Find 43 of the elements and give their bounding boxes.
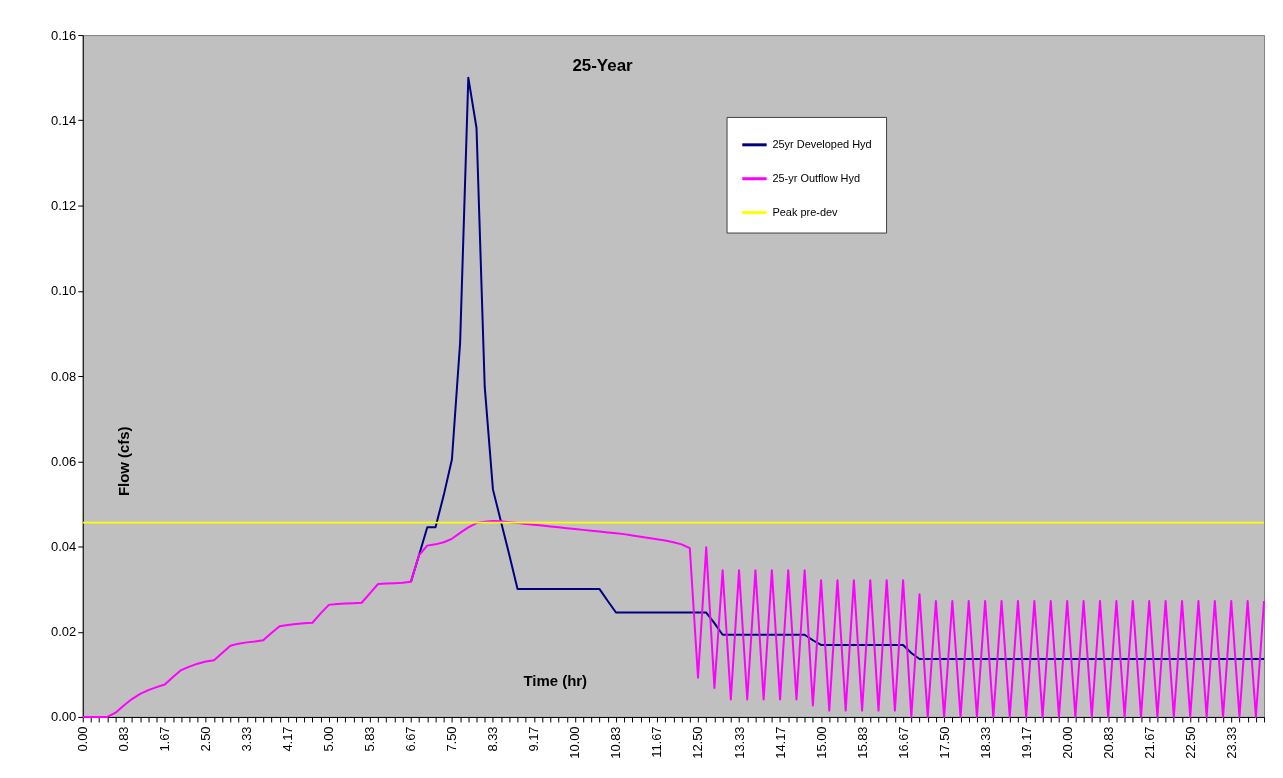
x-tick-label: 3.33 [239,726,255,752]
x-tick-label: 8.33 [485,726,501,752]
x-tick-label: 14.17 [772,726,788,759]
legend-label: 25-yr Outflow Hyd [772,171,861,184]
x-tick-label: 15.00 [813,726,829,759]
x-tick-label: 5.83 [362,726,378,752]
x-tick-label: 16.67 [895,726,911,759]
x-tick-label: 19.17 [1018,726,1034,759]
x-tick-label: 20.00 [1059,726,1075,759]
x-tick-label: 2.50 [198,726,214,752]
legend-label: 25yr Developed Hyd [772,137,872,150]
y-tick-label: 0.04 [51,538,77,554]
y-tick-label: 0.08 [51,368,77,384]
x-axis-title: Time (hr) [523,672,588,690]
x-tick-label: 1.67 [157,726,173,752]
y-tick-label: 0.00 [51,709,77,725]
y-tick-label: 0.06 [51,453,77,469]
x-tick-label: 6.67 [403,726,419,752]
x-tick-label: 10.00 [567,726,583,759]
y-tick-label: 0.02 [51,624,77,640]
y-tick-label: 0.14 [51,112,77,128]
x-tick-label: 20.83 [1100,726,1116,759]
x-tick-label: 5.00 [321,726,337,752]
x-tick-label: 23.33 [1223,726,1239,759]
x-tick-label: 4.17 [280,726,296,752]
y-axis-title: Flow (cfs) [115,426,133,497]
x-tick-label: 17.50 [936,726,952,759]
y-tick-label: 0.10 [51,283,77,299]
y-tick-label: 0.16 [51,27,77,43]
x-tick-label: 15.83 [854,726,870,759]
x-tick-label: 12.50 [690,726,706,759]
x-tick-label: 7.50 [444,726,460,752]
x-tick-label: 21.67 [1141,726,1157,759]
x-tick-label: 0.83 [116,726,132,752]
x-tick-label: 10.83 [608,726,624,759]
x-tick-label: 13.33 [731,726,747,759]
x-tick-label: 9.17 [526,726,542,752]
legend-label: Peak pre-dev [772,205,839,218]
y-tick-label: 0.12 [51,198,77,214]
text: 25-Year [572,55,634,75]
x-tick-label: 11.67 [649,726,665,758]
x-tick-label: 18.33 [977,726,993,759]
x-tick-label: 22.50 [1182,726,1198,759]
